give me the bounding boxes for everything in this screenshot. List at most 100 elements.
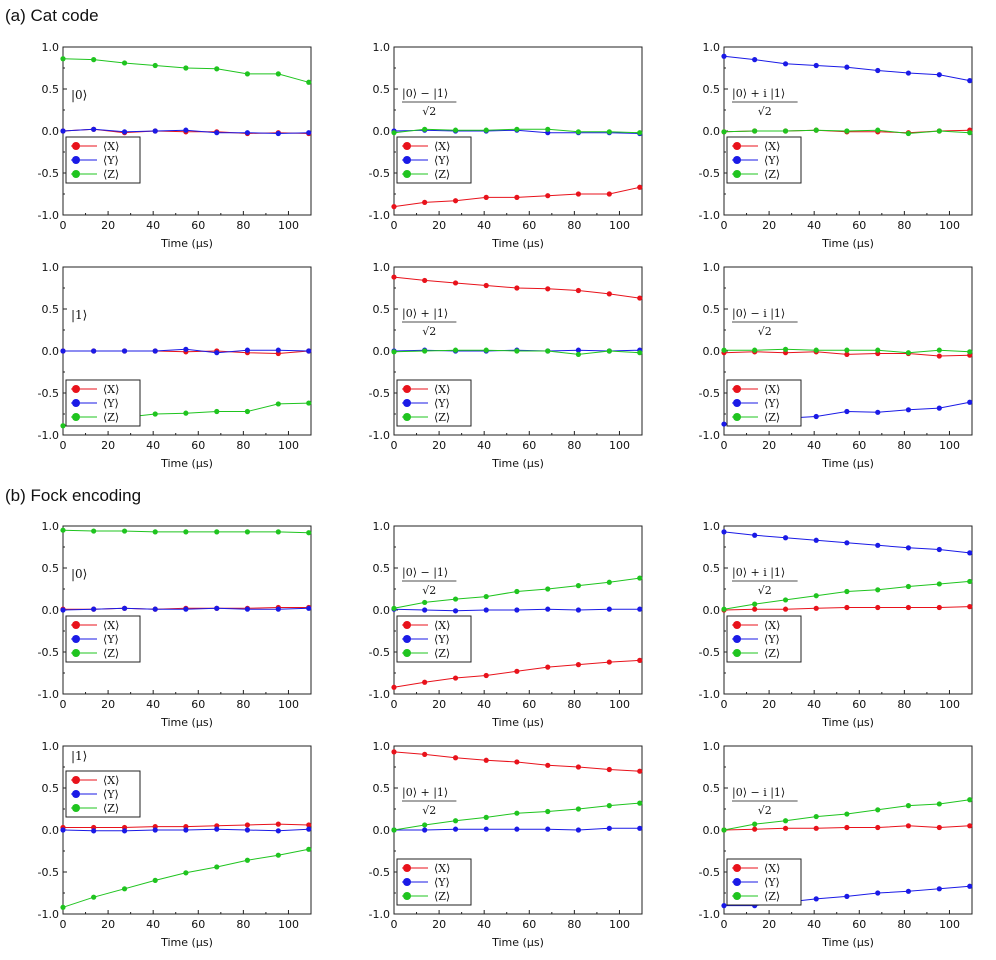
x-tick-label: 60 — [191, 439, 205, 452]
y-tick-label: 0.0 — [42, 345, 60, 358]
x-tick-label: 100 — [939, 698, 960, 711]
legend-marker — [733, 878, 741, 886]
legend-entry-y: ⟨Y⟩ — [764, 154, 780, 167]
x-tick-label: 80 — [897, 439, 911, 452]
data-point-y — [183, 346, 189, 352]
data-point-y — [91, 606, 97, 612]
data-point-z — [452, 818, 459, 824]
legend-entry-z: ⟨Z⟩ — [103, 802, 119, 815]
legend-entry-x: ⟨X⟩ — [764, 140, 780, 153]
y-tick-label: 0.0 — [42, 604, 60, 617]
data-point-z — [183, 410, 189, 416]
x-tick-label: 40 — [807, 698, 821, 711]
data-point-x — [483, 672, 489, 679]
data-point-z — [60, 904, 66, 910]
legend-marker — [72, 413, 80, 421]
data-point-z — [575, 583, 582, 589]
data-point-z — [606, 348, 612, 354]
subplot-7: -1.0 -0.5 0.0 0.5 1.0 0 20 40 60 80 100 Time (μs) |0… — [38, 520, 312, 729]
x-tick-label: 20 — [432, 219, 446, 232]
data-point-z — [936, 347, 942, 353]
data-point-x — [483, 757, 489, 763]
data-point-y — [275, 828, 281, 834]
y-tick-label: 0.5 — [703, 782, 721, 795]
x-tick-label: 100 — [278, 219, 299, 232]
legend-entry-x: ⟨X⟩ — [764, 862, 780, 875]
legend-entry-z: ⟨Z⟩ — [434, 647, 450, 660]
data-point-y — [936, 546, 942, 553]
legend-marker — [403, 399, 411, 407]
data-point-z — [121, 528, 128, 534]
y-tick-label: -0.5 — [699, 167, 720, 180]
y-tick-label: 0.0 — [703, 125, 721, 138]
y-tick-label: -1.0 — [369, 908, 390, 921]
legend-marker — [733, 635, 741, 643]
y-tick-label: -0.5 — [38, 387, 59, 400]
x-axis-label: Time (μs) — [821, 237, 874, 250]
legend-entry-x: ⟨X⟩ — [764, 619, 780, 632]
legend-entry-y: ⟨Y⟩ — [434, 876, 450, 889]
data-point-y — [721, 53, 727, 59]
data-point-x — [483, 282, 489, 289]
y-tick-label: 0.5 — [373, 562, 391, 575]
legend-marker — [733, 385, 741, 393]
data-point-z — [575, 129, 582, 135]
data-point-x — [391, 749, 397, 755]
data-point-z — [875, 587, 881, 593]
state-label-denominator: √2 — [422, 325, 436, 338]
data-point-z — [844, 811, 850, 817]
x-tick-label: 20 — [101, 918, 115, 931]
data-point-x — [905, 604, 912, 611]
y-tick-label: -1.0 — [369, 688, 390, 701]
x-axis-label: Time (μs) — [491, 936, 544, 949]
data-point-z — [606, 129, 612, 135]
x-axis-label: Time (μs) — [160, 936, 213, 949]
subplot-1: -1.0 -0.5 0.0 0.5 1.0 0 20 40 60 80 100 Time (μs) |0… — [38, 41, 312, 250]
data-point-z — [545, 808, 551, 815]
data-point-y — [91, 126, 97, 132]
y-tick-label: 0.0 — [703, 345, 721, 358]
x-tick-label: 60 — [191, 698, 205, 711]
data-point-z — [121, 60, 128, 66]
data-point-x — [782, 606, 789, 612]
y-tick-label: 0.5 — [42, 782, 60, 795]
data-point-z — [152, 877, 158, 884]
x-tick-label: 80 — [236, 918, 250, 931]
y-tick-label: -0.5 — [369, 167, 390, 180]
state-label-numerator: |0⟩ − i |1⟩ — [732, 307, 785, 321]
data-point-x — [637, 184, 643, 190]
data-point-z — [452, 347, 459, 353]
data-point-z — [60, 423, 66, 429]
subplot-6: -1.0 -0.5 0.0 0.5 1.0 0 20 40 60 80 100 Time (μs) |0… — [699, 261, 973, 470]
legend-entry-z: ⟨Z⟩ — [764, 647, 780, 660]
legend-entry-z: ⟨Z⟩ — [764, 168, 780, 181]
x-tick-label: 40 — [477, 918, 491, 931]
data-point-z — [813, 347, 819, 353]
legend-marker — [72, 156, 80, 164]
legend-entry-x: ⟨X⟩ — [434, 619, 450, 632]
data-point-y — [275, 347, 281, 353]
x-axis-label: Time (μs) — [821, 457, 874, 470]
data-point-y — [782, 535, 789, 541]
data-point-z — [452, 596, 459, 602]
legend-entry-z: ⟨Z⟩ — [434, 890, 450, 903]
state-label-numerator: |0⟩ − |1⟩ — [402, 566, 448, 580]
data-point-z — [752, 347, 758, 353]
legend-marker — [72, 621, 80, 629]
data-point-z — [936, 128, 942, 134]
data-point-y — [121, 348, 128, 354]
legend-entry-y: ⟨Y⟩ — [764, 397, 780, 410]
data-point-z — [936, 801, 942, 807]
state-label-denominator: √2 — [758, 105, 772, 118]
x-tick-label: 60 — [522, 219, 536, 232]
x-tick-label: 0 — [391, 698, 398, 711]
state-label-numerator: |0⟩ − i |1⟩ — [732, 786, 785, 800]
data-point-x — [391, 204, 397, 210]
data-point-y — [275, 130, 281, 137]
y-tick-label: 1.0 — [42, 520, 60, 533]
data-point-z — [721, 827, 727, 833]
y-tick-label: -0.5 — [369, 387, 390, 400]
y-tick-label: -1.0 — [699, 908, 720, 921]
legend-entry-y: ⟨Y⟩ — [103, 154, 119, 167]
data-point-y — [275, 606, 281, 612]
